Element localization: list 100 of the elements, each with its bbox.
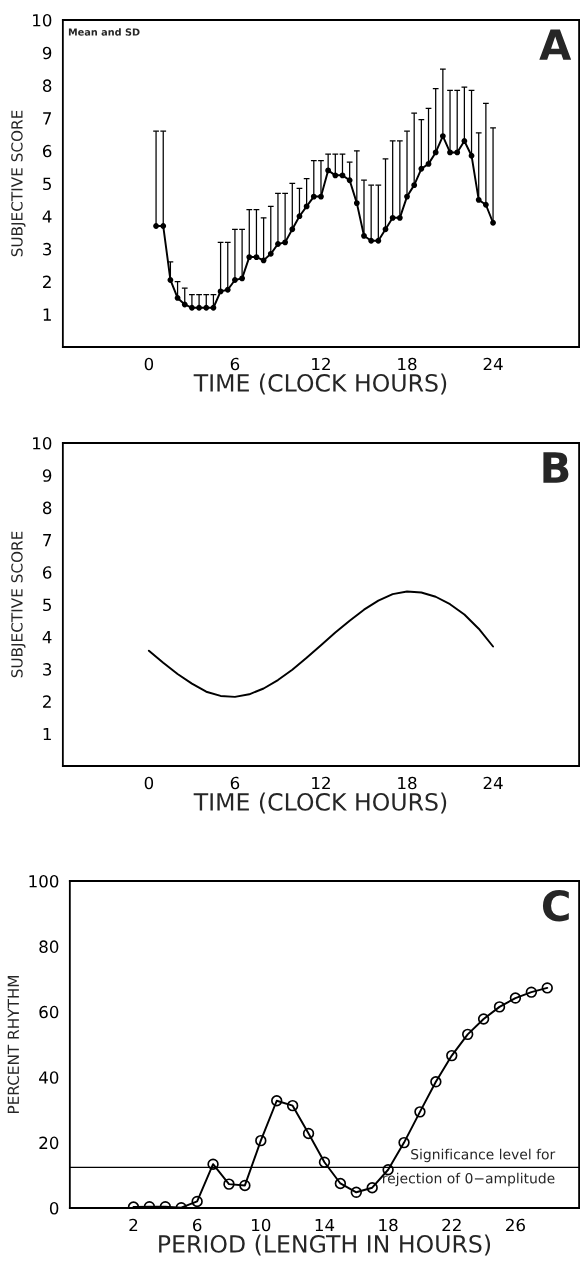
y-tick-label: 100 [29, 874, 59, 888]
point [350, 1186, 362, 1199]
x-tick-label: 0 [144, 357, 154, 371]
y-tick-label: 20 [39, 1136, 59, 1150]
x-tick-label: 2 [129, 1218, 138, 1232]
x-tick-label: 12 [312, 357, 330, 371]
point [414, 1106, 426, 1118]
y-tick-label: 6 [43, 566, 52, 579]
point [253, 254, 260, 260]
point [346, 177, 353, 184]
y-tick-label: 8 [42, 501, 52, 515]
x-tick-label: 22 [442, 1218, 461, 1232]
x-tick-label: 12 [312, 776, 330, 790]
y-tick-label: 3 [43, 242, 52, 256]
point [239, 1179, 251, 1192]
y-tick-label: 2 [43, 275, 51, 288]
x-tick-label: 24 [483, 776, 503, 790]
point [167, 277, 174, 283]
point [477, 1013, 490, 1025]
y-tick-label: 10 [33, 13, 52, 27]
y-tick-label: 5 [43, 598, 51, 612]
x-tick-label: 18 [379, 1218, 398, 1232]
point [411, 182, 418, 189]
point [509, 992, 522, 1004]
y-tick-label: 3 [43, 663, 52, 676]
point [454, 149, 461, 156]
point [418, 165, 425, 172]
line-series [147, 590, 495, 698]
point [396, 214, 403, 221]
x-tick-label: 6 [230, 357, 240, 371]
point [425, 160, 432, 167]
y-tick-label: 0 [49, 1201, 59, 1215]
point [255, 1134, 267, 1147]
y-tick-label: 5 [43, 177, 51, 191]
point [267, 250, 274, 257]
point [174, 295, 181, 301]
point [461, 138, 468, 144]
point [224, 286, 231, 293]
y-tick-label: 6 [43, 144, 52, 158]
ref-line-label: Significance level for rejection of 0−amplitude [383, 1148, 556, 1187]
point [525, 986, 538, 998]
y-tick-label: 7 [43, 112, 52, 125]
point [332, 172, 339, 179]
point [375, 237, 382, 244]
point [207, 1158, 219, 1170]
y-tick-label: 2 [43, 695, 51, 708]
point [303, 203, 310, 210]
point [475, 196, 482, 203]
x-tick-label: 10 [252, 1218, 271, 1232]
y-tick-label: 4 [42, 630, 52, 644]
point [318, 1156, 331, 1168]
y-axis-title: PERCENT RHYTHM [7, 975, 20, 1114]
point [368, 237, 375, 244]
y-tick-label: 1 [43, 727, 51, 741]
y-tick-label: 60 [39, 1005, 59, 1019]
x-axis-title: TIME (CLOCK HOURS) [193, 373, 447, 395]
point [246, 254, 253, 260]
y-tick-label: 7 [43, 534, 52, 547]
x-tick-label: 26 [506, 1218, 525, 1232]
y-axis-title: SUBJECTIVE SCORE [11, 110, 26, 257]
chart-title: B [543, 452, 569, 483]
x-tick-label: 6 [193, 1218, 202, 1232]
y-tick-label: 1 [43, 308, 51, 321]
x-tick-label: 24 [483, 357, 503, 371]
annotation: Mean and SD [68, 28, 140, 36]
point [461, 1028, 474, 1041]
point [430, 1076, 442, 1088]
point [223, 1178, 235, 1190]
point [446, 1049, 458, 1062]
chart-title: A [539, 29, 572, 60]
y-tick-label: 40 [39, 1071, 59, 1084]
point [203, 304, 210, 311]
point [389, 214, 396, 221]
x-tick-label: 18 [398, 357, 417, 371]
point [541, 982, 553, 994]
point [289, 226, 296, 233]
point [271, 1095, 283, 1107]
x-tick-label: 18 [398, 776, 417, 790]
x-axis-title: TIME (CLOCK HOURS) [193, 792, 447, 814]
y-axis-title: SUBJECTIVE SCORE [11, 531, 26, 678]
x-tick-label: 6 [230, 776, 240, 790]
y-tick-label: 8 [42, 79, 52, 92]
chart-title: C [542, 889, 569, 922]
point [353, 200, 360, 207]
point [366, 1182, 378, 1194]
x-tick-label: 0 [144, 776, 154, 790]
point [310, 193, 317, 200]
point [296, 213, 303, 220]
point [302, 1127, 315, 1140]
point [160, 223, 167, 229]
point [334, 1177, 347, 1190]
point [286, 1099, 299, 1112]
point [493, 1001, 506, 1013]
y-tick-label: 80 [39, 940, 59, 953]
point [398, 1136, 410, 1149]
y-tick-label: 10 [33, 436, 52, 450]
y-tick-label: 9 [42, 469, 52, 482]
point [191, 1195, 203, 1208]
x-axis-title: PERIOD (LENGTH IN HOURS) [159, 1234, 491, 1256]
y-tick-label: 4 [42, 210, 52, 223]
